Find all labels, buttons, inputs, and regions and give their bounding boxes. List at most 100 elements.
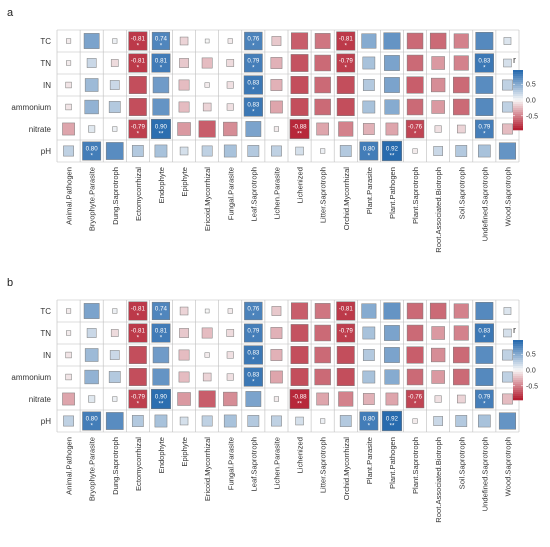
column-label: Lichen.Parasite: [272, 167, 281, 219]
row-label: IN: [43, 351, 51, 360]
cell: [316, 392, 329, 406]
cell-sig-label: *: [252, 65, 255, 72]
cell-value-label: -0.81: [339, 306, 354, 313]
cell: [453, 346, 470, 364]
cell: [314, 346, 331, 364]
cell: [128, 323, 148, 343]
legend-swatch: [513, 96, 523, 99]
column-label: Undefined.Saprotroph: [480, 437, 489, 511]
cell: [204, 38, 210, 44]
cell: [384, 55, 400, 71]
column-label: Epiphyte: [180, 167, 189, 197]
legend-swatch: [513, 352, 523, 355]
legend-swatch: [513, 72, 523, 75]
column-label: Lichen.Parasite: [272, 437, 281, 489]
cell: [108, 101, 121, 113]
cell: [381, 140, 403, 162]
cell: [226, 329, 235, 337]
legend-swatch: [513, 398, 523, 401]
legend-tick-label: 0.0: [526, 368, 536, 375]
cell: [359, 141, 379, 161]
cell: [336, 53, 356, 73]
cell: [270, 370, 283, 384]
column-label: Dung.Saprotroph: [111, 437, 120, 495]
cell: [362, 100, 376, 114]
legend-swatch: [513, 104, 523, 107]
legend-swatch: [513, 354, 523, 357]
cell: [84, 78, 99, 92]
column-label: Animal.Pathogen: [65, 437, 74, 495]
cell: [226, 81, 234, 89]
legend-swatch: [513, 388, 523, 391]
cell-sig-label: *: [137, 43, 140, 50]
cell-sig-label: *: [252, 313, 255, 320]
cell: [63, 415, 74, 427]
cell: [314, 368, 331, 386]
cell: [289, 119, 310, 139]
cell: [243, 75, 263, 95]
cell-value-label: 0.83: [247, 102, 260, 109]
cell: [295, 416, 304, 426]
cell: [336, 346, 355, 364]
cell: [502, 79, 513, 91]
cell: [455, 415, 468, 427]
cell: [290, 98, 309, 116]
row-label: TC: [40, 307, 51, 316]
cell-value-label: 0.76: [247, 306, 260, 313]
cell: [152, 98, 170, 116]
legend-swatch: [513, 390, 523, 393]
legend-swatch: [513, 118, 523, 121]
cell: [271, 415, 282, 427]
cell: [434, 125, 442, 133]
cell: [475, 98, 494, 116]
legend-swatch: [513, 76, 523, 79]
cell: [362, 393, 375, 405]
column-label: Wood.Saprotroph: [503, 167, 512, 226]
cell: [112, 38, 118, 44]
cell: [105, 412, 124, 430]
cell: [429, 302, 447, 320]
cell: [270, 100, 283, 114]
legend-tick-label: -0.5: [526, 113, 538, 120]
legend-swatch: [513, 344, 523, 347]
cell-sig-label: *: [137, 313, 140, 320]
cell-value-label: -0.81: [131, 306, 146, 313]
cell: [86, 58, 97, 68]
cell: [243, 53, 263, 73]
cell: [453, 303, 469, 319]
cell-value-label: 0.83: [247, 372, 260, 379]
legend-swatch: [513, 94, 523, 97]
cell: [243, 97, 263, 117]
cell: [179, 328, 189, 338]
cell-sig-label: *: [137, 401, 140, 408]
legend-swatch: [513, 368, 523, 371]
row-label: TN: [40, 59, 51, 68]
cell: [289, 389, 310, 409]
cell: [179, 416, 189, 426]
column-label: Plant.Pathogen: [388, 167, 397, 219]
cell: [314, 98, 331, 116]
cell: [128, 98, 147, 116]
cell: [109, 80, 120, 90]
cell-value-label: 0.90: [155, 394, 168, 401]
cell-sig-label: *: [483, 131, 486, 138]
cell: [314, 33, 331, 49]
column-label: Endophyte: [157, 437, 166, 473]
column-label: Orchid.Mycorrhizal: [342, 167, 351, 231]
cell: [502, 349, 513, 361]
cell: [453, 325, 469, 341]
legend-swatch: [513, 74, 523, 77]
cell: [151, 301, 171, 321]
column-label: Plant.Saprotroph: [411, 167, 420, 224]
legend-swatch: [513, 364, 523, 367]
column-label: Endophyte: [157, 167, 166, 203]
cell-value-label: 0.74: [155, 36, 168, 43]
cell-sig-label: *: [252, 109, 255, 116]
cell-sig-label: *: [368, 423, 371, 430]
legend-swatch: [513, 120, 523, 123]
cell-value-label: 0.80: [86, 146, 99, 153]
cell: [108, 371, 121, 383]
cell: [86, 328, 97, 338]
legend-swatch: [513, 356, 523, 359]
